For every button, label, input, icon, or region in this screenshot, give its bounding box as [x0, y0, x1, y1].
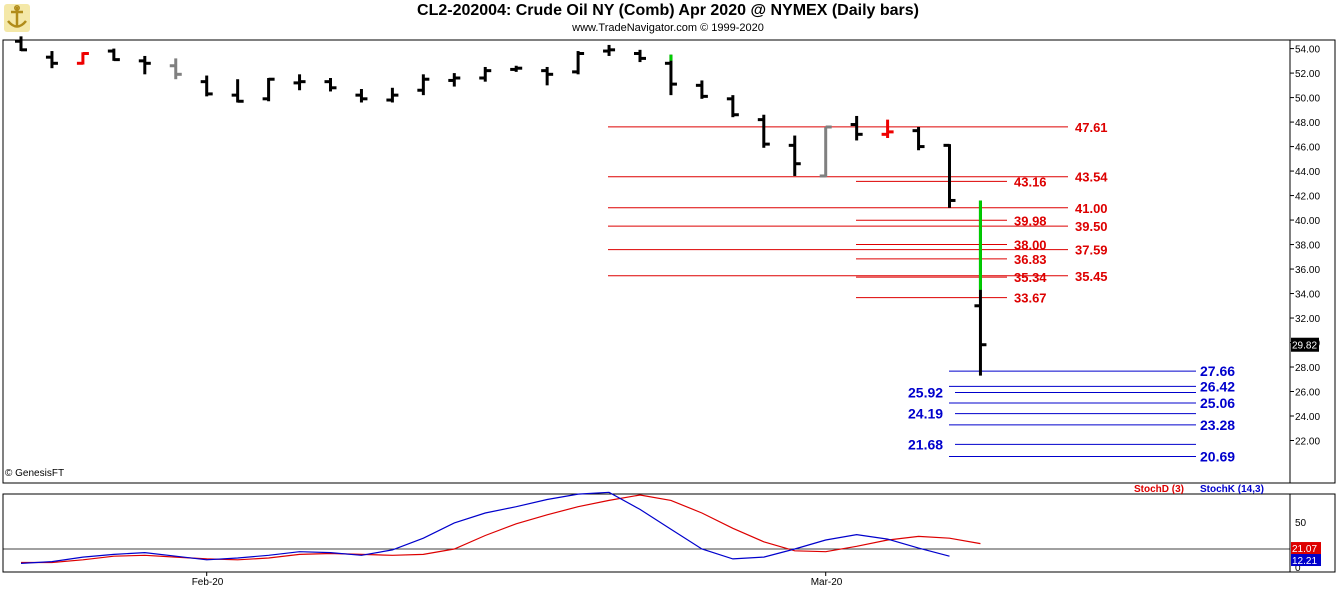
y-tick-label: 38.00: [1295, 241, 1320, 252]
x-tick-label: Mar-20: [811, 577, 843, 588]
support-label: 24.19: [908, 406, 943, 422]
chart-title: CL2-202004: Crude Oil NY (Comb) Apr 2020…: [417, 2, 919, 19]
stochk-legend: StochK (14,3): [1200, 484, 1264, 495]
support-label: 21.68: [908, 436, 943, 452]
resistance-label: 39.50: [1075, 219, 1108, 234]
resistance-label: 47.61: [1075, 120, 1108, 135]
stochastic-tick-label: 50: [1295, 518, 1307, 529]
y-tick-label: 40.00: [1295, 216, 1320, 227]
y-tick-label: 36.00: [1295, 265, 1320, 276]
chart-subtitle: www.TradeNavigator.com © 1999-2020: [572, 22, 764, 34]
anchor-logo-icon: [2, 2, 32, 34]
stochastic-line: [21, 494, 981, 564]
stochastic-line: [20, 491, 950, 564]
y-tick-label: 48.00: [1295, 118, 1320, 129]
y-tick-label: 50.00: [1295, 94, 1320, 105]
resistance-label: 35.34: [1014, 270, 1047, 285]
y-tick-label: 22.00: [1295, 437, 1320, 448]
y-tick-label: 52.00: [1295, 69, 1320, 80]
stochk-last-label: 12.21: [1292, 556, 1317, 567]
last-price-box: [1291, 337, 1319, 352]
y-tick-label: 28.00: [1295, 363, 1320, 374]
resistance-label: 33.67: [1014, 291, 1047, 306]
resistance-label: 35.45: [1075, 269, 1108, 284]
last-price-label: 29.82: [1292, 341, 1317, 352]
price-panel-frame: [2, 39, 1336, 484]
resistance-label: 36.83: [1014, 252, 1047, 267]
stochd-legend: StochD (3): [1134, 484, 1184, 495]
resistance-label: 43.16: [1014, 174, 1047, 189]
resistance-label: 39.98: [1014, 213, 1047, 228]
support-label: 23.28: [1200, 417, 1235, 433]
stochastic-panel-frame: [2, 493, 1336, 573]
stochk-last-box: [1291, 554, 1321, 567]
y-tick-label: 42.00: [1295, 192, 1320, 203]
y-tick-label: 34.00: [1295, 290, 1320, 301]
stochd-last-box: [1291, 542, 1321, 555]
support-label: 25.92: [908, 384, 943, 400]
y-tick-label: 24.00: [1295, 412, 1320, 423]
resistance-label: 38.00: [1014, 238, 1047, 253]
support-label: 25.06: [1200, 395, 1235, 411]
resistance-label: 43.54: [1075, 170, 1108, 185]
y-tick-label: 44.00: [1295, 167, 1320, 178]
y-tick-label: 32.00: [1295, 314, 1320, 325]
resistance-label: 41.00: [1075, 201, 1108, 216]
x-tick-label: Feb-20: [192, 577, 224, 588]
resistance-label: 37.59: [1075, 243, 1108, 258]
support-label: 20.69: [1200, 449, 1235, 465]
support-label: 27.66: [1200, 363, 1235, 379]
stochd-last-label: 21.07: [1292, 544, 1317, 555]
copyright-text: © GenesisFT: [5, 468, 65, 479]
support-label: 26.42: [1200, 378, 1235, 394]
stochastic-tick-label: 0: [1295, 563, 1301, 574]
y-tick-label: 26.00: [1295, 388, 1320, 399]
y-tick-label: 54.00: [1295, 45, 1320, 56]
y-tick-label: 46.00: [1295, 143, 1320, 154]
